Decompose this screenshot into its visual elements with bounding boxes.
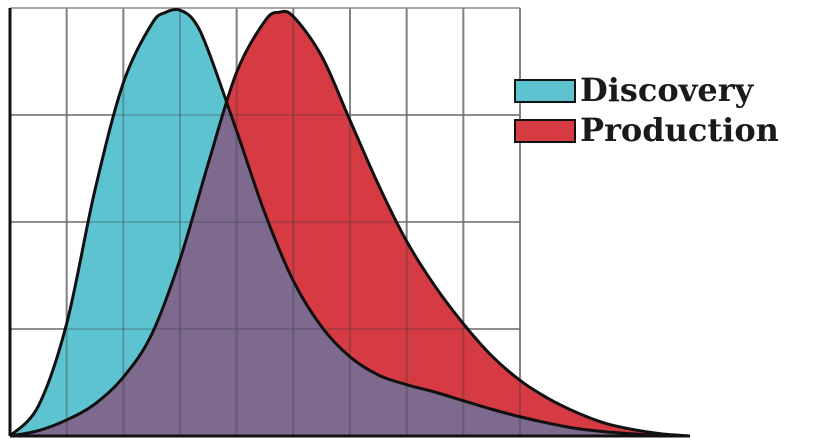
- legend-label-production: Production: [580, 111, 779, 149]
- legend: Discovery Production: [514, 71, 779, 149]
- legend-item-production: Production: [514, 111, 779, 149]
- legend-label-discovery: Discovery: [580, 71, 755, 109]
- plot-area: [8, 8, 691, 438]
- legend-item-discovery: Discovery: [514, 71, 755, 109]
- axes: [8, 8, 690, 438]
- legend-swatch-discovery: [514, 79, 576, 103]
- legend-swatch-production: [514, 119, 576, 143]
- line-discovery: [8, 8, 662, 438]
- line-production: [9, 9, 691, 438]
